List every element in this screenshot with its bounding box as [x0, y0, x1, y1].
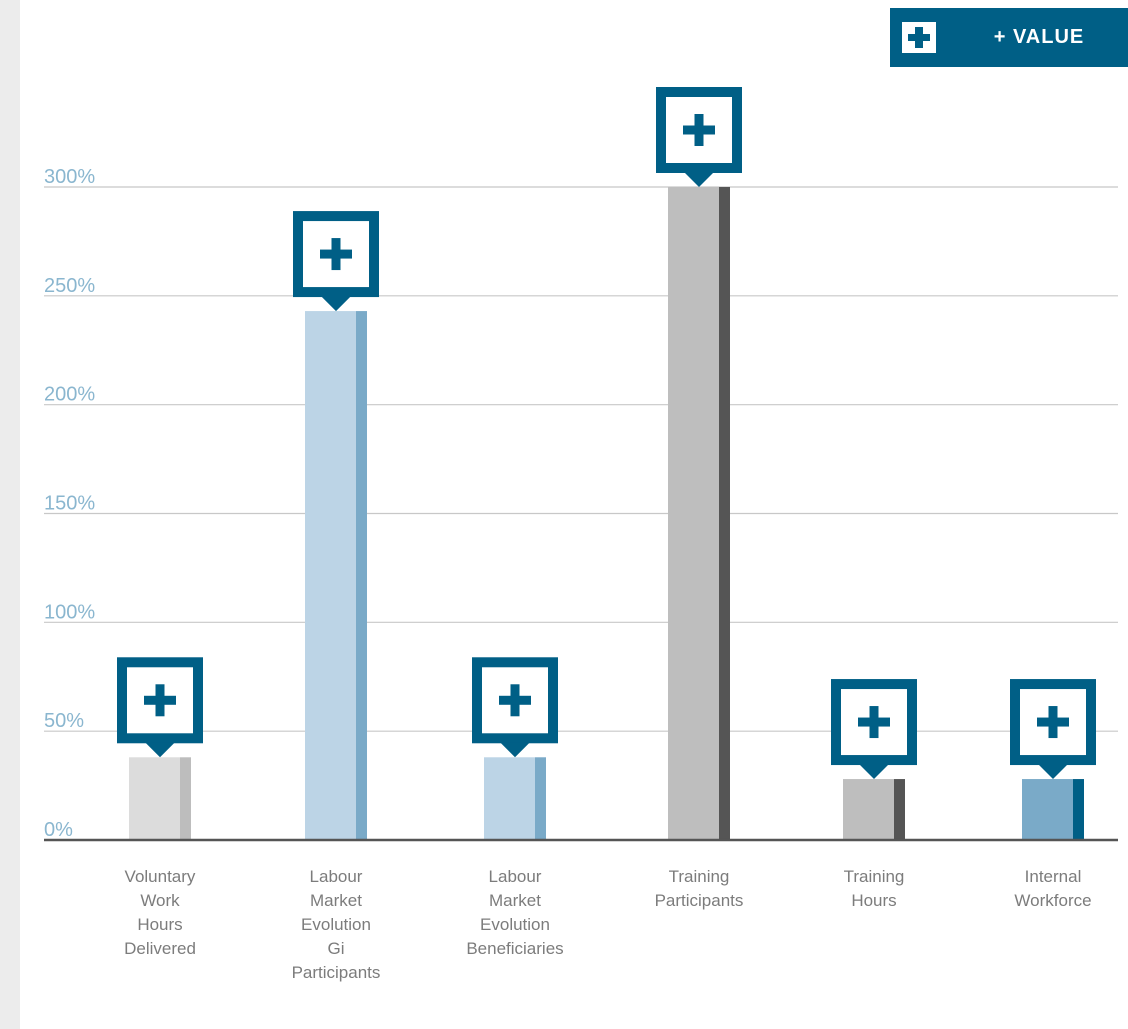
y-tick-label: 0% — [44, 819, 73, 841]
plus-icon-horizontal — [320, 249, 352, 259]
value-marker[interactable] — [293, 211, 379, 312]
bar-accent — [535, 757, 546, 840]
value-marker[interactable] — [117, 657, 203, 758]
value-button[interactable]: + VALUE — [890, 8, 1128, 67]
marker-pointer — [500, 742, 530, 758]
y-tick-label: 200% — [44, 384, 95, 406]
marker-pointer — [1038, 764, 1068, 780]
y-tick-label: 50% — [44, 710, 84, 732]
bar-accent — [894, 779, 905, 840]
plus-icon-horizontal — [1037, 717, 1069, 727]
bar-accent — [180, 757, 191, 840]
x-category-label: Labour Market Evolution Beneficiaries — [466, 867, 563, 958]
x-category-label: Training Hours — [844, 867, 905, 910]
marker-pointer — [684, 172, 714, 187]
value-marker[interactable] — [472, 657, 558, 758]
plus-icon-horizontal — [144, 695, 176, 705]
left-strip — [0, 0, 20, 1029]
y-tick-label: 150% — [44, 493, 95, 515]
bar — [668, 187, 719, 840]
x-category-label: Training Participants — [655, 867, 744, 910]
plus-icon-horizontal — [683, 125, 715, 135]
x-category-label: Internal Workforce — [1014, 867, 1091, 910]
bar — [843, 779, 894, 840]
bar — [129, 757, 180, 840]
bar-accent — [1073, 779, 1084, 840]
bar — [484, 757, 535, 840]
marker-pointer — [859, 764, 889, 780]
bar-accent — [356, 311, 367, 840]
value-button-label: + VALUE — [993, 26, 1085, 48]
x-category-label: Labour Market Evolution Gi Participants — [292, 867, 381, 982]
x-category-label: Voluntary Work Hours Delivered — [124, 867, 196, 958]
bar — [1022, 779, 1073, 840]
marker-pointer — [321, 296, 351, 312]
marker-pointer — [145, 742, 175, 758]
plus-icon-horizontal — [858, 717, 890, 727]
plus-icon — [899, 19, 939, 56]
y-tick-label: 250% — [44, 275, 95, 297]
plus-icon-horizontal — [499, 695, 531, 705]
y-tick-label: 300% — [44, 166, 95, 188]
value-marker[interactable] — [656, 87, 742, 187]
value-marker[interactable] — [831, 679, 917, 780]
value-marker[interactable] — [1010, 679, 1096, 780]
y-tick-label: 100% — [44, 601, 95, 623]
bar — [305, 311, 356, 840]
bar-accent — [719, 187, 730, 840]
